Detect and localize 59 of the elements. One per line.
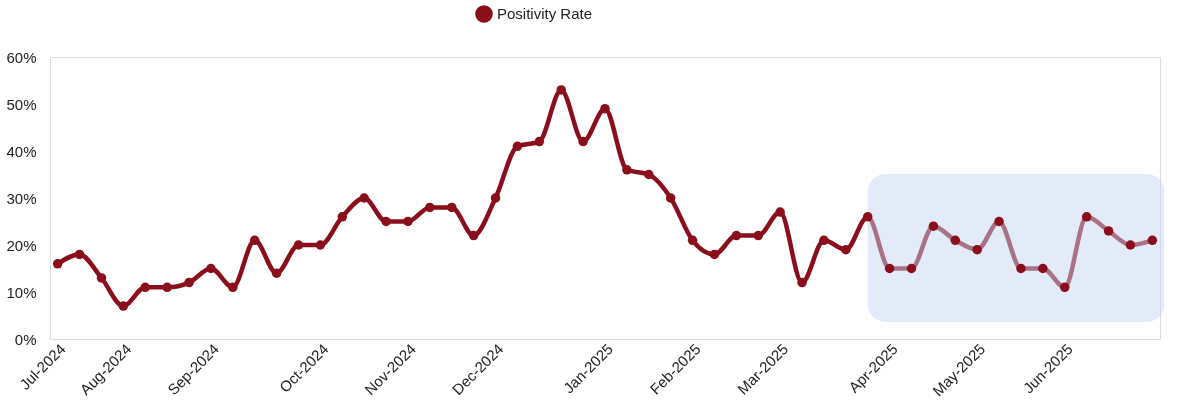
point	[52, 259, 63, 269]
point	[512, 141, 523, 152]
point	[425, 202, 435, 213]
point	[841, 244, 851, 255]
point	[359, 193, 369, 203]
point	[884, 263, 895, 274]
point	[1125, 240, 1136, 250]
point	[140, 282, 150, 293]
y-tick-label: 40%	[6, 142, 37, 160]
point	[293, 240, 304, 250]
point	[118, 301, 129, 311]
point	[184, 277, 194, 288]
point	[644, 169, 654, 180]
point	[206, 263, 216, 274]
point	[994, 216, 1004, 227]
point	[271, 268, 282, 278]
point	[1103, 226, 1114, 236]
y-tick-label: 50%	[6, 95, 37, 113]
point	[819, 235, 829, 246]
point	[381, 216, 391, 227]
point	[775, 207, 785, 217]
point	[928, 221, 939, 231]
point	[753, 230, 763, 241]
point	[665, 193, 676, 203]
point	[709, 249, 720, 260]
point	[556, 85, 566, 95]
point	[162, 282, 172, 293]
point	[600, 103, 610, 114]
point	[403, 216, 413, 227]
point	[96, 273, 107, 283]
y-tick-label: 30%	[6, 189, 37, 207]
y-tick-label: 0%	[14, 330, 37, 348]
point	[468, 230, 479, 241]
point	[731, 230, 742, 241]
point	[1060, 282, 1070, 293]
point	[906, 263, 917, 274]
point	[1038, 263, 1048, 274]
point	[1081, 212, 1092, 222]
legend-label: Positivity Rate	[497, 5, 593, 22]
point	[337, 212, 348, 222]
point	[972, 244, 982, 255]
point	[315, 240, 326, 250]
point	[249, 235, 260, 246]
y-tick-label: 60%	[6, 48, 37, 66]
y-tick-label: 20%	[6, 236, 37, 254]
point	[687, 235, 698, 246]
point	[797, 277, 807, 288]
point	[1147, 235, 1158, 246]
point	[1016, 263, 1026, 274]
point	[228, 282, 238, 293]
y-tick-label: 10%	[6, 283, 37, 301]
point	[862, 212, 873, 222]
point	[622, 165, 632, 175]
point	[578, 136, 588, 147]
point	[447, 202, 457, 213]
point	[950, 235, 961, 246]
point	[534, 136, 545, 147]
point	[74, 249, 85, 260]
point	[490, 193, 501, 203]
